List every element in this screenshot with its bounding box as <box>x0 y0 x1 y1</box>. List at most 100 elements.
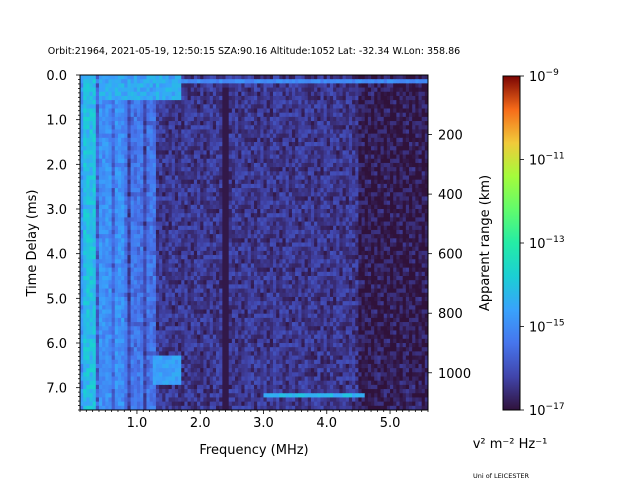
heatmap-cell <box>377 221 381 227</box>
heatmap-cell <box>409 238 413 243</box>
heatmap-cell <box>298 87 302 93</box>
heatmap-cell <box>111 91 116 97</box>
heatmap-cell <box>304 188 309 193</box>
heatmap-cell <box>383 221 388 227</box>
heatmap-cell <box>254 167 258 172</box>
heatmap-cell <box>102 83 106 88</box>
heatmap-cell <box>140 238 144 243</box>
heatmap-cell <box>377 116 381 122</box>
heatmap-cell <box>348 150 353 155</box>
heatmap-cell <box>295 204 299 210</box>
heatmap-cell <box>95 75 100 80</box>
heatmap-cell <box>178 91 182 97</box>
heatmap-cell <box>231 142 236 147</box>
heatmap-cell <box>203 234 207 239</box>
heatmap-cell <box>165 238 169 243</box>
heatmap-cell <box>216 125 220 130</box>
heatmap-cell <box>348 116 353 122</box>
heatmap-cell <box>298 179 302 185</box>
heatmap-cell <box>140 162 144 168</box>
heatmap-cell <box>421 125 426 130</box>
heatmap-cell <box>86 100 90 105</box>
heatmap-cell <box>159 217 163 222</box>
heatmap-cell <box>364 146 369 151</box>
heatmap-cell <box>310 246 315 252</box>
heatmap-cell <box>304 234 309 239</box>
heatmap-cell <box>263 79 268 84</box>
heatmap-cell <box>238 246 242 252</box>
heatmap-cell <box>405 87 410 93</box>
heatmap-cell <box>190 255 195 260</box>
heatmap-cell <box>250 213 255 218</box>
heatmap-cell <box>364 83 369 88</box>
heatmap-cell <box>206 171 211 176</box>
heatmap-cell <box>386 104 391 109</box>
heatmap-cell <box>171 221 176 227</box>
heatmap-cell <box>285 238 290 243</box>
heatmap-cell <box>326 209 331 214</box>
heatmap-cell <box>102 234 106 239</box>
heatmap-cell <box>304 83 309 88</box>
heatmap-cell <box>105 133 109 139</box>
heatmap-cell <box>241 133 245 139</box>
heatmap-cell <box>399 179 404 185</box>
heatmap-cell <box>279 259 283 264</box>
heatmap-cell <box>276 196 280 202</box>
heatmap-cell <box>209 234 214 239</box>
heatmap-cell <box>98 95 103 101</box>
heatmap-cell <box>174 225 179 231</box>
heatmap-cell <box>197 137 201 143</box>
heatmap-cell <box>409 188 413 193</box>
heatmap-cell <box>209 175 214 181</box>
heatmap-cell <box>108 133 113 139</box>
heatmap-cell <box>393 125 397 130</box>
heatmap-cell <box>352 75 356 80</box>
heatmap-cell <box>377 79 381 84</box>
heatmap-cell <box>424 221 429 227</box>
heatmap-cell <box>168 188 173 193</box>
heatmap-cell <box>143 112 147 118</box>
heatmap-cell <box>288 179 293 185</box>
heatmap-cell <box>130 129 135 135</box>
heatmap-cell <box>105 196 109 202</box>
heatmap-cell <box>307 229 312 235</box>
heatmap-cell <box>409 83 413 88</box>
heatmap-cell <box>98 129 103 135</box>
heatmap-cell <box>241 137 245 143</box>
heatmap-cell <box>282 112 287 118</box>
heatmap-cell <box>83 83 87 88</box>
heatmap-cell <box>114 142 119 147</box>
heatmap-cell <box>193 188 198 193</box>
heatmap-cell <box>98 179 103 185</box>
heatmap-cell <box>402 100 407 105</box>
heatmap-cell <box>390 154 394 160</box>
heatmap-cell <box>155 125 160 130</box>
heatmap-cell <box>358 104 362 109</box>
heatmap-cell <box>121 179 125 185</box>
heatmap-cell <box>241 158 245 164</box>
heatmap-cell <box>250 250 255 256</box>
heatmap-cell <box>130 238 135 243</box>
heatmap-cell <box>310 108 315 114</box>
heatmap-cell <box>415 150 419 155</box>
heatmap-cell <box>219 116 223 122</box>
heatmap-cell <box>383 108 388 114</box>
heatmap-cell <box>288 188 293 193</box>
heatmap-cell <box>339 91 343 97</box>
heatmap-cell <box>89 179 94 185</box>
heatmap-cell <box>193 246 198 252</box>
heatmap-cell <box>244 108 249 114</box>
heatmap-cell <box>114 200 119 206</box>
heatmap-cell <box>111 213 116 218</box>
heatmap-cell <box>266 250 271 256</box>
heatmap-cell <box>241 154 245 160</box>
heatmap-cell <box>272 213 277 218</box>
heatmap-cell <box>197 246 201 252</box>
heatmap-cell <box>212 229 217 235</box>
heatmap-cell <box>333 255 337 260</box>
heatmap-cell <box>250 238 255 243</box>
heatmap-cell <box>92 263 97 269</box>
heatmap-cell <box>279 100 283 105</box>
heatmap-cell <box>371 167 375 172</box>
heatmap-cell <box>367 91 372 97</box>
